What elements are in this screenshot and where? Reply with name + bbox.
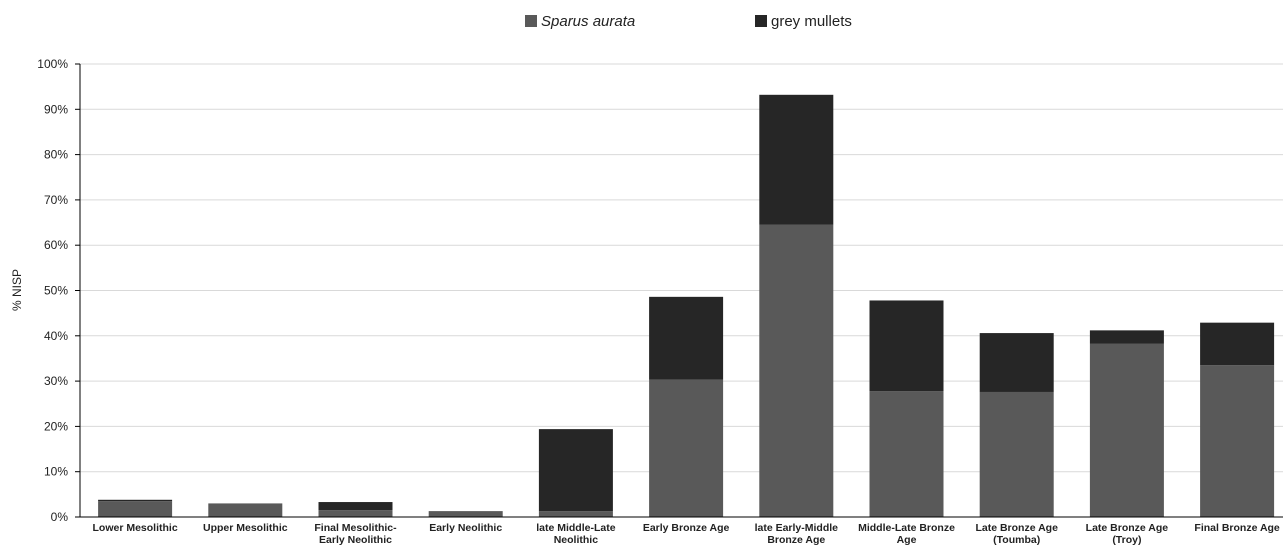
bar-segment-sparus-aurata xyxy=(318,510,393,517)
bar-segment-sparus-aurata xyxy=(759,224,834,517)
legend: Sparus aurata grey mullets xyxy=(525,13,852,30)
y-tick-label: 70% xyxy=(44,193,68,207)
x-tick-label: Early Neolithic xyxy=(429,522,502,534)
bar-segment-sparus-aurata xyxy=(1200,365,1275,517)
y-tick-label: 90% xyxy=(44,102,68,116)
y-tick-label: 100% xyxy=(37,57,68,71)
x-tick-label: Late Bronze Age (Toumba) xyxy=(975,522,1058,546)
bar-segment-sparus-aurata xyxy=(869,391,944,517)
bar-segment-grey-mullets xyxy=(318,502,393,511)
x-tick-labels: Lower Mesolithic Upper Mesolithic Final Me… xyxy=(93,522,1280,546)
y-tick-labels: 0% 10% 20% 30% 40% 50% 60% 70% 80% 90% 100% xyxy=(37,57,68,524)
bar-segment-sparus-aurata xyxy=(538,511,613,517)
x-tick-label: late Early-Middle Bronze Age xyxy=(755,522,839,546)
legend-swatch xyxy=(525,15,537,27)
bar-segment-grey-mullets xyxy=(1200,322,1275,366)
bar-segment-sparus-aurata xyxy=(208,503,283,517)
x-tick-label: Final Bronze Age xyxy=(1194,522,1280,534)
bar-segment-sparus-aurata xyxy=(979,391,1054,517)
y-tick-label: 20% xyxy=(44,419,68,433)
bars xyxy=(98,94,1275,517)
x-tick-label: Late Bronze Age (Troy) xyxy=(1086,522,1169,546)
bar-segment-grey-mullets xyxy=(98,499,173,502)
x-tick-label: Middle-Late Bronze Age xyxy=(858,522,955,546)
legend-entry: grey mullets xyxy=(771,13,852,30)
y-tick-label: 60% xyxy=(44,238,68,252)
bar-segment-grey-mullets xyxy=(759,94,834,225)
bar-segment-grey-mullets xyxy=(538,429,613,512)
axes xyxy=(75,63,1283,518)
bar-segment-sparus-aurata xyxy=(428,511,503,517)
x-tick-label: Early Bronze Age xyxy=(643,522,730,534)
y-tick-label: 30% xyxy=(44,374,68,388)
y-tick-label: 0% xyxy=(51,510,69,524)
y-axis-label: % NISP xyxy=(10,269,24,311)
gridlines xyxy=(80,63,1283,473)
bar-segment-sparus-aurata xyxy=(98,501,173,517)
bar-segment-sparus-aurata xyxy=(1089,343,1164,517)
x-tick-label: Upper Mesolithic xyxy=(203,522,288,534)
y-tick-label: 10% xyxy=(44,465,68,479)
bar-segment-sparus-aurata xyxy=(649,379,724,517)
y-tick-label: 40% xyxy=(44,329,68,343)
legend-entry: Sparus aurata xyxy=(541,13,635,30)
y-tick-label: 80% xyxy=(44,148,68,162)
bar-segment-grey-mullets xyxy=(869,300,944,392)
legend-swatch xyxy=(755,15,767,27)
x-tick-label: late Middle-Late Neolithic xyxy=(536,522,616,546)
x-tick-label: Final Mesolithic-Early Neolithic xyxy=(314,522,397,546)
y-tick-label: 50% xyxy=(44,284,68,298)
bar-segment-grey-mullets xyxy=(979,333,1054,392)
bar-segment-grey-mullets xyxy=(1089,330,1164,344)
bar-segment-grey-mullets xyxy=(649,296,724,380)
x-tick-label: Lower Mesolithic xyxy=(93,522,178,534)
